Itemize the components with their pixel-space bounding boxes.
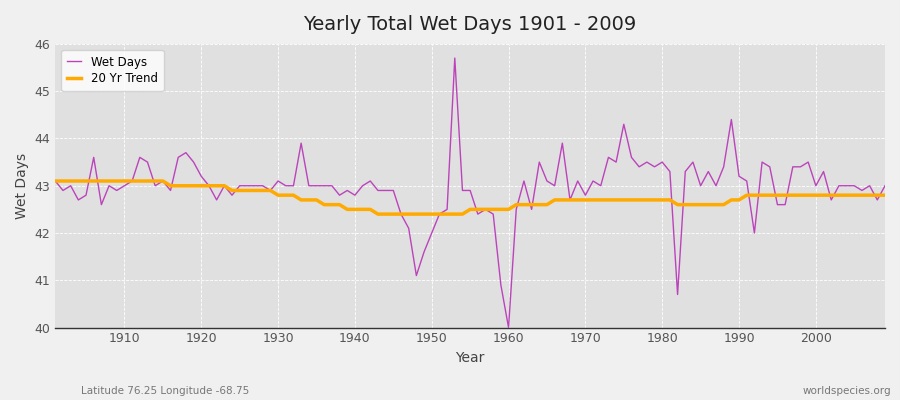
X-axis label: Year: Year: [455, 351, 485, 365]
Wet Days: [281, 183, 292, 188]
20 Yr Trend: [503, 207, 514, 212]
Text: Latitude 76.25 Longitude -68.75: Latitude 76.25 Longitude -68.75: [81, 386, 249, 396]
Y-axis label: Wet Days: Wet Days: [15, 153, 29, 219]
Wet Days: [518, 179, 529, 184]
20 Yr Trend: [112, 179, 122, 184]
Wet Days: [611, 160, 622, 164]
20 Yr Trend: [50, 179, 60, 184]
20 Yr Trend: [511, 202, 522, 207]
Legend: Wet Days, 20 Yr Trend: Wet Days, 20 Yr Trend: [61, 50, 164, 91]
20 Yr Trend: [879, 193, 890, 198]
Wet Days: [112, 188, 122, 193]
Line: 20 Yr Trend: 20 Yr Trend: [55, 181, 885, 214]
Line: Wet Days: Wet Days: [55, 58, 885, 328]
20 Yr Trend: [281, 193, 292, 198]
20 Yr Trend: [327, 202, 338, 207]
Wet Days: [449, 56, 460, 60]
Wet Days: [50, 179, 60, 184]
Wet Days: [511, 207, 522, 212]
20 Yr Trend: [603, 198, 614, 202]
Wet Days: [327, 183, 338, 188]
Title: Yearly Total Wet Days 1901 - 2009: Yearly Total Wet Days 1901 - 2009: [303, 15, 637, 34]
20 Yr Trend: [373, 212, 383, 216]
Wet Days: [503, 325, 514, 330]
Wet Days: [879, 183, 890, 188]
Text: worldspecies.org: worldspecies.org: [803, 386, 891, 396]
